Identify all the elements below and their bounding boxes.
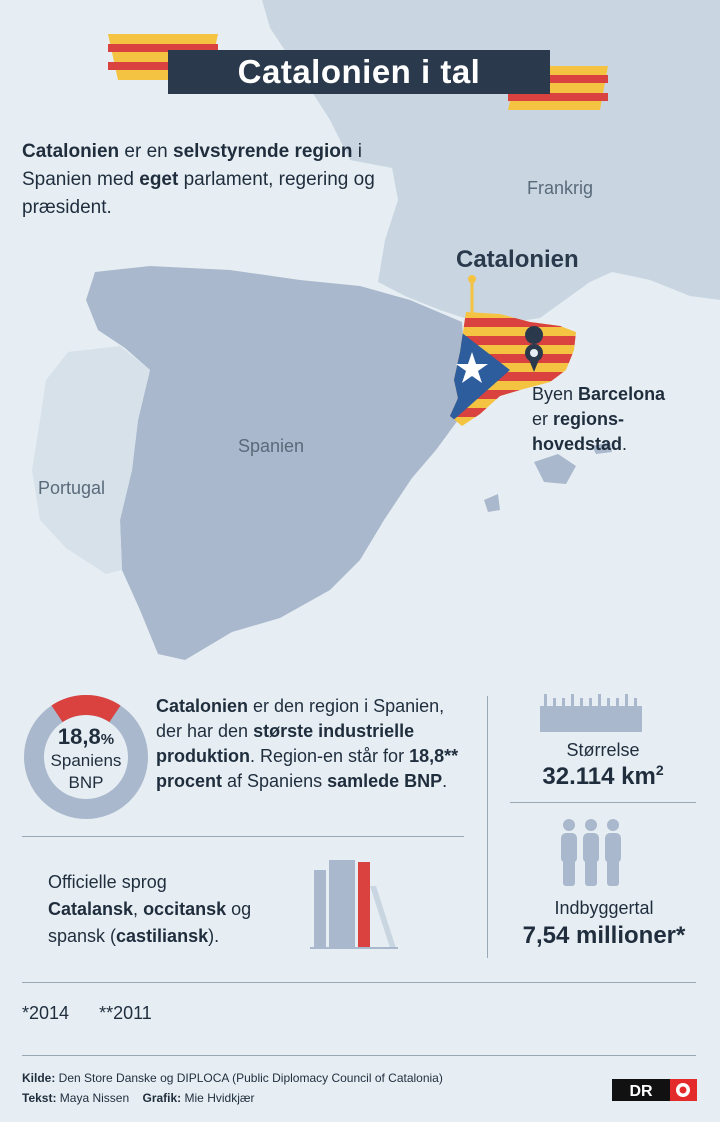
dr-logo-text: DR xyxy=(629,1083,653,1100)
gdp-label: Spaniens BNP xyxy=(50,751,122,792)
page-title: Catalonien i tal xyxy=(168,50,550,94)
spain-label: Spanien xyxy=(238,436,305,456)
portugal-label: Portugal xyxy=(38,478,106,498)
languages-text: Officielle sprog Catalansk, occitansk og… xyxy=(48,872,252,946)
portugal-shape xyxy=(32,346,150,574)
balearic-menorca xyxy=(592,442,612,454)
balearic-ibiza xyxy=(484,494,500,512)
population-label: Indbyggertal xyxy=(554,898,654,918)
gdp-percent: 18,8% xyxy=(57,724,115,749)
footnotes: *2014 **2011 xyxy=(22,1003,152,1023)
divider xyxy=(22,982,696,983)
size-label: Størrelse xyxy=(566,740,640,760)
intro-text: Catalonien er en selvstyrende region i S… xyxy=(22,141,375,218)
dr-logo: DR xyxy=(612,1079,697,1101)
population-value: 7,54 millioner* xyxy=(522,922,686,949)
books-icon xyxy=(310,860,398,949)
divider xyxy=(487,696,488,958)
people-icon xyxy=(561,819,621,886)
location-pin-icon xyxy=(525,326,544,372)
spain-shape xyxy=(86,266,466,660)
map xyxy=(32,0,720,660)
divider xyxy=(22,1055,696,1056)
gdp-description: Catalonien er den region i Spanien, der … xyxy=(156,696,459,791)
catalonia-label: Catalonien xyxy=(456,246,579,273)
divider xyxy=(22,836,464,837)
gdp-share-arc xyxy=(51,695,121,723)
size-value: 32.114 km2 xyxy=(542,762,664,790)
france-label: Frankrig xyxy=(527,178,594,198)
star-icon xyxy=(456,352,488,383)
balearic-mallorca xyxy=(534,454,576,484)
capital-note: Byen Barcelona er regions- hovedstad. xyxy=(532,384,666,454)
credits: Kilde: Den Store Danske og DIPLOCA (Publ… xyxy=(22,1071,443,1105)
divider xyxy=(510,802,696,803)
ruler-icon xyxy=(540,694,642,732)
gdp-ring-chart xyxy=(24,695,148,819)
